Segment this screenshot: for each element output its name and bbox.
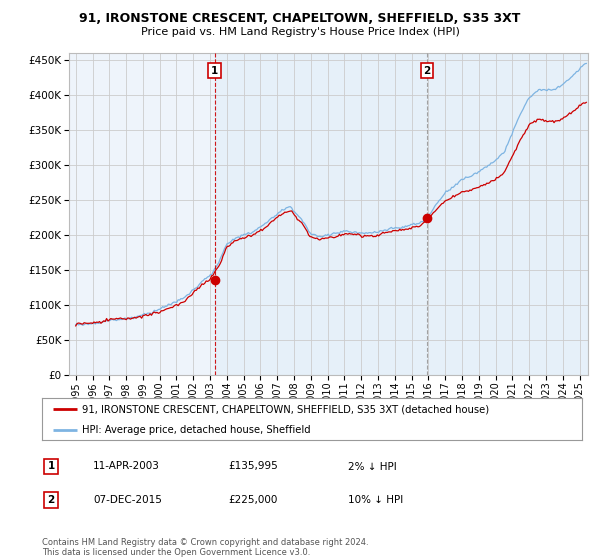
Text: 1: 1 (211, 66, 218, 76)
Text: Price paid vs. HM Land Registry's House Price Index (HPI): Price paid vs. HM Land Registry's House … (140, 27, 460, 37)
Text: 1: 1 (47, 461, 55, 472)
Text: Contains HM Land Registry data © Crown copyright and database right 2024.
This d: Contains HM Land Registry data © Crown c… (42, 538, 368, 557)
Text: HPI: Average price, detached house, Sheffield: HPI: Average price, detached house, Shef… (83, 426, 311, 435)
Bar (215, 53, 588, 375)
Text: 11-APR-2003: 11-APR-2003 (93, 461, 160, 472)
Text: 2% ↓ HPI: 2% ↓ HPI (348, 461, 397, 472)
Text: £135,995: £135,995 (228, 461, 278, 472)
Text: 91, IRONSTONE CRESCENT, CHAPELTOWN, SHEFFIELD, S35 3XT: 91, IRONSTONE CRESCENT, CHAPELTOWN, SHEF… (79, 12, 521, 25)
Text: 2: 2 (47, 495, 55, 505)
Text: 10% ↓ HPI: 10% ↓ HPI (348, 495, 403, 505)
Text: 91, IRONSTONE CRESCENT, CHAPELTOWN, SHEFFIELD, S35 3XT (detached house): 91, IRONSTONE CRESCENT, CHAPELTOWN, SHEF… (83, 404, 490, 414)
Text: 2: 2 (424, 66, 431, 76)
Text: £225,000: £225,000 (228, 495, 277, 505)
Text: 07-DEC-2015: 07-DEC-2015 (93, 495, 162, 505)
